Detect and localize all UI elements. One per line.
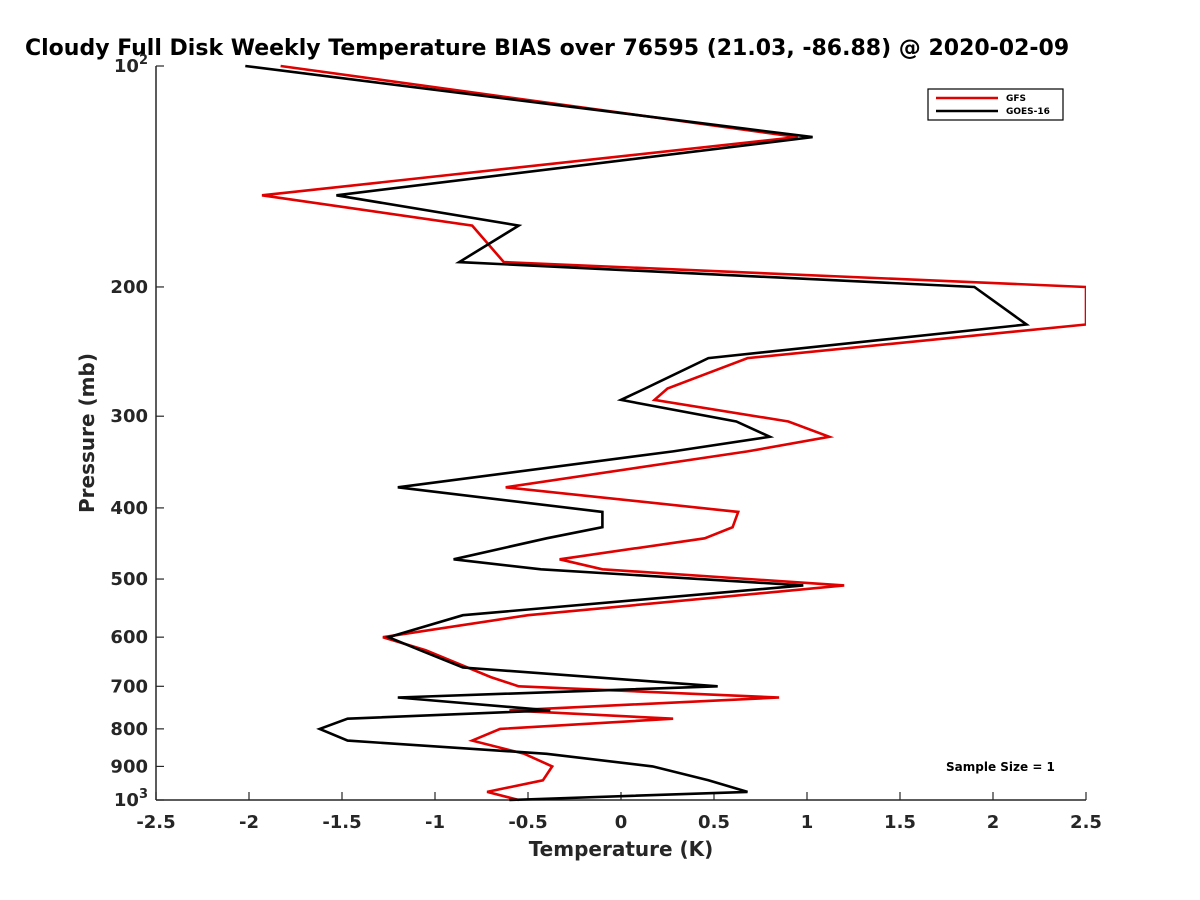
x-tick-label: 2	[987, 812, 1000, 833]
y-tick-label: 400	[110, 498, 148, 519]
legend: GFS GOES-16	[927, 88, 1064, 121]
series-line-gfs	[261, 64, 1086, 802]
x-tick-label: 0	[615, 812, 628, 833]
x-tick-label: 2.5	[1070, 812, 1102, 833]
y-tick-label: 900	[110, 756, 148, 777]
y-tick-label: 103	[114, 787, 148, 811]
series-line-goes-16	[245, 64, 1031, 802]
y-tick-label: 800	[110, 719, 148, 740]
x-tick-label: 1.5	[884, 812, 916, 833]
x-tick-label: 1	[801, 812, 814, 833]
sample-size-annotation: Sample Size = 1	[946, 760, 1055, 774]
chart-title: Cloudy Full Disk Weekly Temperature BIAS…	[25, 36, 1069, 61]
series-layer	[245, 64, 1086, 802]
y-tick-label: 200	[110, 277, 148, 298]
legend-box	[927, 88, 1064, 121]
y-tick-label: 700	[110, 676, 148, 697]
y-tick-label: 600	[110, 627, 148, 648]
y-tick-label: 102	[114, 53, 148, 77]
x-tick-label: -1.5	[322, 812, 361, 833]
y-tick-label: 300	[110, 406, 148, 427]
x-tick-label: -0.5	[508, 812, 547, 833]
x-tick-label: -2.5	[136, 812, 175, 833]
x-tick-label: -1	[425, 812, 445, 833]
y-axis-label: Pressure (mb)	[75, 353, 99, 513]
x-tick-label: -2	[239, 812, 259, 833]
y-tick-label: 500	[110, 569, 148, 590]
legend-label-goes16: GOES-16	[1006, 107, 1050, 117]
legend-label-gfs: GFS	[1006, 94, 1026, 104]
x-axis-label: Temperature (K)	[529, 837, 714, 861]
y-axis-ticks: 102 200 300 400 500 600 700 800 900 103	[110, 53, 164, 811]
x-tick-label: 0.5	[698, 812, 730, 833]
x-axis-ticks: -2.5 -2 -1.5 -1 -0.5 0 0.5 1 1.5 2 2.5	[136, 792, 1102, 833]
